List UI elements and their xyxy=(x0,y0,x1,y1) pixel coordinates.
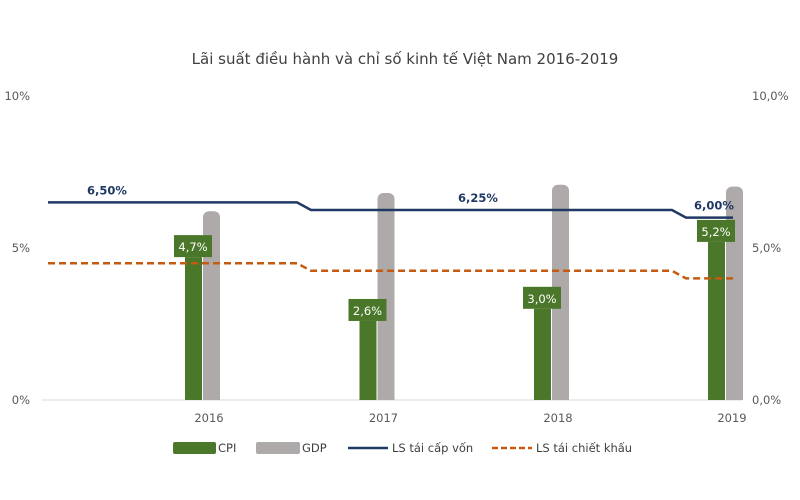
gdp-bar xyxy=(203,211,220,400)
ls-tai-cap-von-data-label: 6,00% xyxy=(694,199,734,213)
cpi-data-label-box xyxy=(697,219,735,242)
gdp-bar-base xyxy=(726,392,743,400)
left-axis-tick-label: 0% xyxy=(12,393,30,407)
legend: CPI GDP LS tái cấp vốn LS tái chiết khấu xyxy=(173,441,632,455)
x-axis-tick-label: 2017 xyxy=(369,411,398,425)
cpi-data-label-box xyxy=(174,235,212,258)
right-axis-tick-label: 5,0% xyxy=(752,241,781,255)
cpi-data-label: 4,7% xyxy=(178,240,207,254)
ls-tai-cap-von-data-label: 6,25% xyxy=(458,191,498,205)
cpi-bar xyxy=(359,320,377,400)
legend-swatch-cpi xyxy=(173,442,216,454)
left-axis-tick-label: 10% xyxy=(4,89,30,103)
cpi-data-label-box xyxy=(348,298,387,321)
gdp-bar-base xyxy=(552,392,569,400)
gdp-bar-base xyxy=(203,392,220,400)
x-axis-tick-label: 2016 xyxy=(194,411,223,425)
right-axis-tick-label: 0,0% xyxy=(752,393,781,407)
chart-title: Lãi suất điều hành và chỉ số kinh tế Việ… xyxy=(192,50,619,68)
plot-area: 0% 5% 10% 0,0% 5,0% 10,0% 2016 2017 2018 2019 4,7%… xyxy=(4,89,788,425)
legend-label-cpi: CPI xyxy=(218,441,236,455)
x-axis-tick-label: 2018 xyxy=(543,411,572,425)
legend-label-ls-tai-cap-von: LS tái cấp vốn xyxy=(392,441,473,455)
ls-tai-cap-von-data-label: 6,50% xyxy=(87,183,127,197)
gdp-bar-base xyxy=(377,392,395,400)
legend-label-ls-tai-chiet-khau: LS tái chiết khấu xyxy=(536,441,632,455)
cpi-data-label: 5,2% xyxy=(701,225,730,239)
x-axis-tick-label: 2019 xyxy=(717,411,746,425)
right-axis-tick-label: 10,0% xyxy=(752,89,789,103)
left-axis-tick-label: 5% xyxy=(12,241,30,255)
cpi-data-label-box xyxy=(523,286,561,309)
cpi-data-label: 2,6% xyxy=(353,304,382,318)
cpi-bar xyxy=(708,241,725,400)
gdp-bar xyxy=(377,192,395,400)
legend-swatch-gdp xyxy=(256,442,300,454)
ls-tai-cap-von-line xyxy=(48,201,733,219)
ls-tai-chiet-khau-line xyxy=(48,261,733,280)
legend-label-gdp: GDP xyxy=(302,441,327,455)
cpi-bar xyxy=(185,257,202,400)
cpi-bar xyxy=(534,308,551,400)
cpi-data-label: 3,0% xyxy=(527,292,556,306)
